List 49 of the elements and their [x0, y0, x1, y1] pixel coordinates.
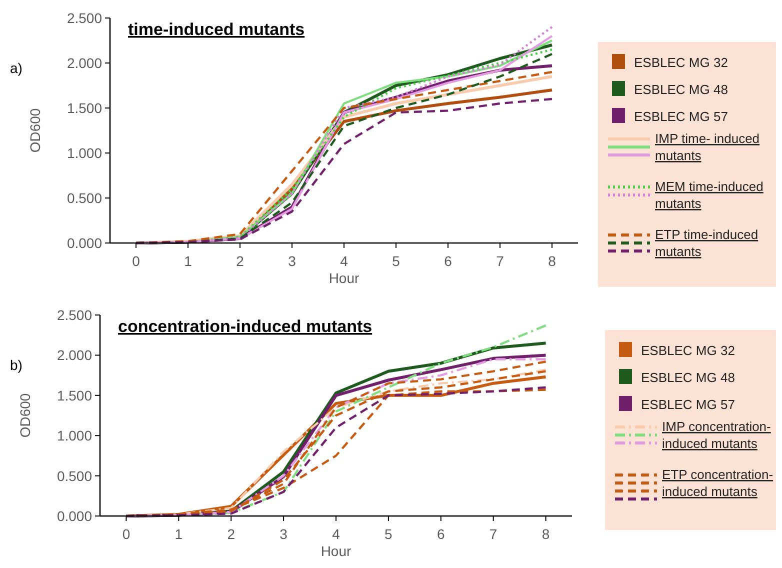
- x-axis-title: Hour: [320, 543, 352, 559]
- x-tick-label: 5: [392, 253, 400, 269]
- x-tick-label: 1: [184, 253, 192, 269]
- y-tick-label: 2.000: [66, 55, 102, 71]
- x-tick-label: 7: [489, 526, 498, 542]
- x-tick-label: 8: [548, 253, 556, 269]
- x-tick-label: 3: [280, 526, 288, 542]
- x-tick-label: 7: [496, 253, 504, 269]
- legend-label: ESBLEC MG 57: [634, 109, 728, 124]
- legend-label: ESBLEC MG 32: [634, 55, 728, 70]
- y-tick-label: 0.500: [56, 468, 92, 484]
- y-tick-label: 1.500: [56, 387, 92, 404]
- x-tick-label: 3: [288, 253, 296, 269]
- y-tick-label: 1.000: [56, 428, 92, 444]
- x-tick-label: 8: [542, 526, 550, 542]
- y-tick-label: 2.000: [56, 347, 92, 364]
- y-tick-label: 2.500: [56, 307, 92, 323]
- y-tick-label: 1.000: [66, 145, 102, 161]
- x-tick-label: 4: [340, 253, 348, 269]
- text: a): [10, 60, 22, 76]
- legend-label: ESBLEC MG 57: [641, 397, 735, 412]
- y-axis-title: OD600: [17, 393, 33, 438]
- legend-label: IMP time- induced mutants: [655, 131, 760, 163]
- y-tick-label: 0.000: [66, 235, 102, 251]
- x-tick-label: 4: [332, 526, 340, 542]
- y-tick-label: 1.500: [66, 100, 102, 116]
- legend-label: ETP time-induced mutants: [655, 227, 758, 259]
- y-tick-label: 2.500: [66, 10, 102, 26]
- x-tick-label: 6: [444, 253, 452, 269]
- chart-title: time-induced mutants: [128, 20, 305, 39]
- x-tick-label: 2: [227, 526, 236, 542]
- y-axis-title: OD600: [27, 108, 43, 153]
- legend-label: ESBLEC MG 48: [641, 370, 735, 385]
- x-axis-title: Hour: [328, 270, 360, 286]
- y-tick-label: 0.000: [56, 508, 92, 524]
- legend-label: ESBLEC MG 48: [634, 82, 728, 97]
- legend-label: IMP concentration-induced mutants: [662, 419, 771, 451]
- y-tick-label: 0.500: [66, 190, 102, 206]
- legend-label: MEM time-induced mutants: [655, 179, 764, 211]
- chart-title: concentration-induced mutants: [118, 317, 372, 336]
- legend-label: ESBLEC MG 32: [641, 343, 735, 358]
- text: b): [10, 357, 22, 373]
- x-tick-label: 0: [122, 526, 130, 542]
- x-tick-label: 2: [236, 253, 244, 269]
- x-tick-label: 1: [174, 526, 183, 542]
- x-tick-label: 0: [132, 253, 140, 269]
- x-tick-label: 5: [384, 526, 393, 542]
- x-tick-label: 6: [436, 526, 445, 542]
- legend-label: ETP concentration-induced mutants: [662, 467, 774, 499]
